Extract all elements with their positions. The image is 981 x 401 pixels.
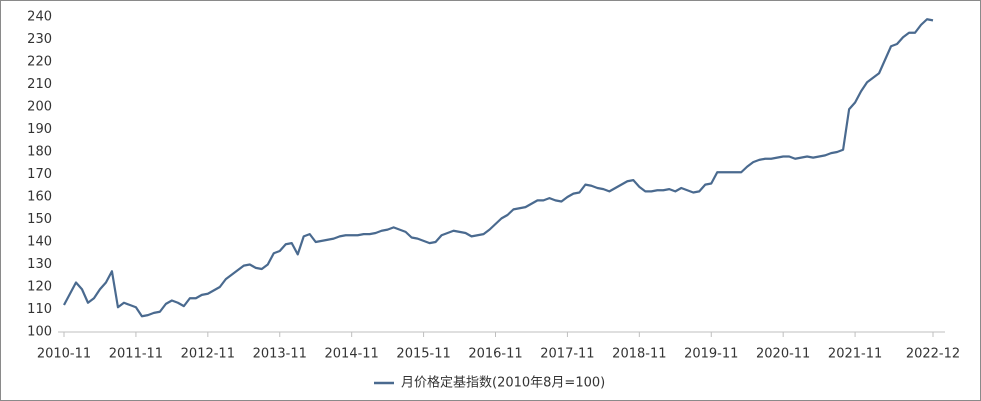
x-tick-label: 2022-12 xyxy=(906,347,960,362)
y-tick-label: 130 xyxy=(27,257,52,272)
x-tick-label: 2010-11 xyxy=(37,347,91,362)
x-tick-label: 2021-11 xyxy=(828,347,882,362)
y-tick-label: 220 xyxy=(27,55,52,70)
x-tick-label: 2012-11 xyxy=(181,347,235,362)
x-tick-label: 2019-11 xyxy=(684,347,738,362)
x-tick-label: 2011-11 xyxy=(109,347,163,362)
y-tick-label: 100 xyxy=(27,325,52,340)
y-tick-label: 150 xyxy=(27,212,52,227)
y-tick-label: 170 xyxy=(27,167,52,182)
y-tick-label: 180 xyxy=(27,145,52,160)
y-tick-label: 110 xyxy=(27,302,52,317)
y-tick-label: 200 xyxy=(27,100,52,115)
y-tick-label: 140 xyxy=(27,235,52,250)
y-tick-label: 120 xyxy=(27,280,52,295)
x-tick-label: 2014-11 xyxy=(325,347,379,362)
x-tick-label: 2013-11 xyxy=(253,347,307,362)
x-tick-label: 2015-11 xyxy=(396,347,450,362)
y-tick-label: 190 xyxy=(27,122,52,137)
line-series xyxy=(63,18,934,318)
y-tick-label: 160 xyxy=(27,190,52,205)
x-tick-label: 2018-11 xyxy=(612,347,666,362)
y-tick-label: 230 xyxy=(27,32,52,47)
x-tick-label: 2020-11 xyxy=(756,347,810,362)
y-tick-label: 210 xyxy=(27,77,52,92)
x-tick-label: 2017-11 xyxy=(540,347,594,362)
y-tick-label: 240 xyxy=(27,10,52,25)
x-tick-label: 2016-11 xyxy=(468,347,522,362)
legend-label: 月价格定基指数(2010年8月=100) xyxy=(401,375,605,391)
